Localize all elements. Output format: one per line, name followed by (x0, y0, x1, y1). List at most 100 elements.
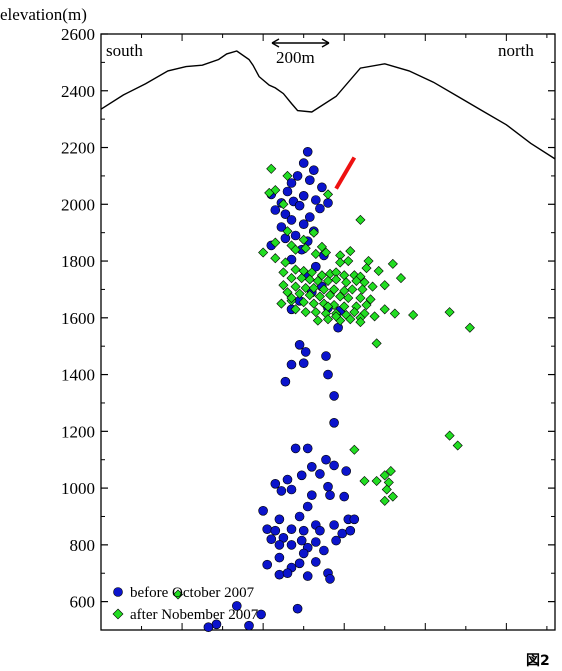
point-after-nov-2007 (282, 287, 293, 298)
point-after-nov-2007 (387, 258, 398, 269)
point-before-oct-2007 (282, 568, 293, 579)
point-after-nov-2007 (351, 275, 362, 286)
point-before-oct-2007 (274, 540, 285, 550)
point-after-nov-2007 (349, 444, 360, 455)
point-after-nov-2007 (312, 315, 323, 326)
point-after-nov-2007 (304, 274, 315, 285)
point-after-nov-2007 (320, 247, 331, 258)
point-after-nov-2007 (339, 285, 350, 296)
figure-label: 図2 (526, 653, 550, 669)
y-tick-label: 2200 (61, 139, 95, 158)
point-before-oct-2007 (258, 505, 268, 516)
point-before-oct-2007 (315, 469, 325, 479)
point-after-nov-2007 (300, 243, 311, 254)
point-after-nov-2007 (452, 440, 463, 451)
point-before-oct-2007 (300, 347, 311, 357)
point-before-oct-2007 (306, 490, 317, 501)
point-before-oct-2007 (276, 222, 287, 232)
point-before-oct-2007 (282, 186, 293, 197)
point-after-nov-2007 (290, 304, 301, 315)
legend-label-after: after Nobember 2007 (130, 607, 259, 623)
point-after-nov-2007 (308, 298, 319, 309)
point-after-nov-2007 (389, 308, 400, 319)
point-before-oct-2007 (232, 601, 242, 611)
point-after-nov-2007 (264, 187, 275, 198)
point-before-oct-2007 (306, 461, 317, 472)
point-before-oct-2007 (317, 182, 327, 193)
topography-profile (100, 50, 556, 160)
point-after-nov-2007 (322, 301, 334, 312)
point-before-oct-2007 (296, 470, 307, 481)
point-before-oct-2007 (302, 443, 313, 454)
y-tick-label: 800 (70, 536, 96, 555)
point-after-nov-2007 (343, 292, 354, 303)
point-before-oct-2007 (203, 622, 214, 633)
point-before-oct-2007 (325, 574, 335, 584)
point-after-nov-2007 (298, 297, 309, 308)
point-before-oct-2007 (298, 525, 309, 536)
y-tick-label: 1000 (61, 479, 95, 498)
y-tick-label: 2000 (61, 195, 95, 214)
point-before-oct-2007 (325, 490, 335, 501)
point-after-nov-2007 (258, 247, 269, 258)
scale-bar-label: 200m (276, 48, 315, 67)
point-before-oct-2007 (294, 558, 305, 569)
red-line-marker (334, 156, 357, 190)
point-before-oct-2007 (262, 559, 273, 570)
south-label: south (106, 41, 143, 60)
point-before-oct-2007 (282, 474, 293, 485)
point-after-nov-2007 (294, 288, 305, 299)
point-after-nov-2007 (308, 227, 319, 238)
point-after-nov-2007 (331, 311, 342, 322)
point-before-oct-2007 (298, 358, 309, 369)
point-before-oct-2007 (315, 525, 325, 536)
point-after-nov-2007 (280, 257, 291, 268)
point-after-nov-2007 (349, 307, 360, 318)
legend-label-before: before October 2007 (130, 585, 255, 601)
point-after-nov-2007 (314, 291, 325, 302)
point-after-nov-2007 (357, 284, 368, 295)
point-after-nov-2007 (379, 304, 390, 315)
point-before-oct-2007 (292, 603, 303, 614)
point-after-nov-2007 (322, 275, 334, 286)
y-tick-label: 1400 (61, 366, 95, 385)
point-before-oct-2007 (298, 191, 309, 201)
point-before-oct-2007 (308, 165, 319, 175)
point-after-nov-2007 (355, 214, 366, 225)
y-axis-ticks: 600 800 1000 1200 1400 1600 1800 2000 2200 2400 26… (61, 25, 555, 631)
point-after-nov-2007 (385, 466, 396, 477)
point-before-oct-2007 (256, 609, 266, 620)
x-axis-ticks (100, 34, 548, 630)
point-before-oct-2007 (329, 520, 339, 530)
point-before-oct-2007 (329, 391, 339, 401)
scatter-points (172, 147, 475, 633)
point-after-nov-2007 (335, 291, 346, 302)
point-after-nov-2007 (276, 298, 287, 309)
scale-bar: 200m (271, 38, 330, 67)
point-before-oct-2007 (286, 524, 297, 535)
point-before-oct-2007 (323, 198, 333, 208)
point-before-oct-2007 (310, 537, 321, 547)
point-before-oct-2007 (292, 171, 303, 181)
point-before-oct-2007 (339, 491, 350, 502)
point-before-oct-2007 (294, 511, 305, 522)
point-after-nov-2007 (381, 484, 392, 495)
point-after-nov-2007 (464, 322, 475, 333)
point-before-oct-2007 (266, 534, 277, 545)
y-tick-label: 2600 (61, 25, 95, 44)
point-before-oct-2007 (274, 514, 285, 525)
point-after-nov-2007 (331, 274, 342, 285)
point-before-oct-2007 (302, 147, 313, 157)
point-before-oct-2007 (345, 525, 356, 536)
point-after-nov-2007 (172, 589, 184, 600)
point-after-nov-2007 (286, 292, 297, 303)
y-tick-label: 1200 (61, 422, 95, 441)
point-after-nov-2007 (278, 280, 289, 291)
point-before-oct-2007 (349, 514, 360, 525)
point-before-oct-2007 (270, 478, 281, 489)
point-after-nov-2007 (343, 256, 354, 267)
point-after-nov-2007 (290, 244, 301, 255)
point-after-nov-2007 (282, 170, 293, 181)
point-after-nov-2007 (408, 309, 419, 320)
point-after-nov-2007 (369, 311, 380, 322)
